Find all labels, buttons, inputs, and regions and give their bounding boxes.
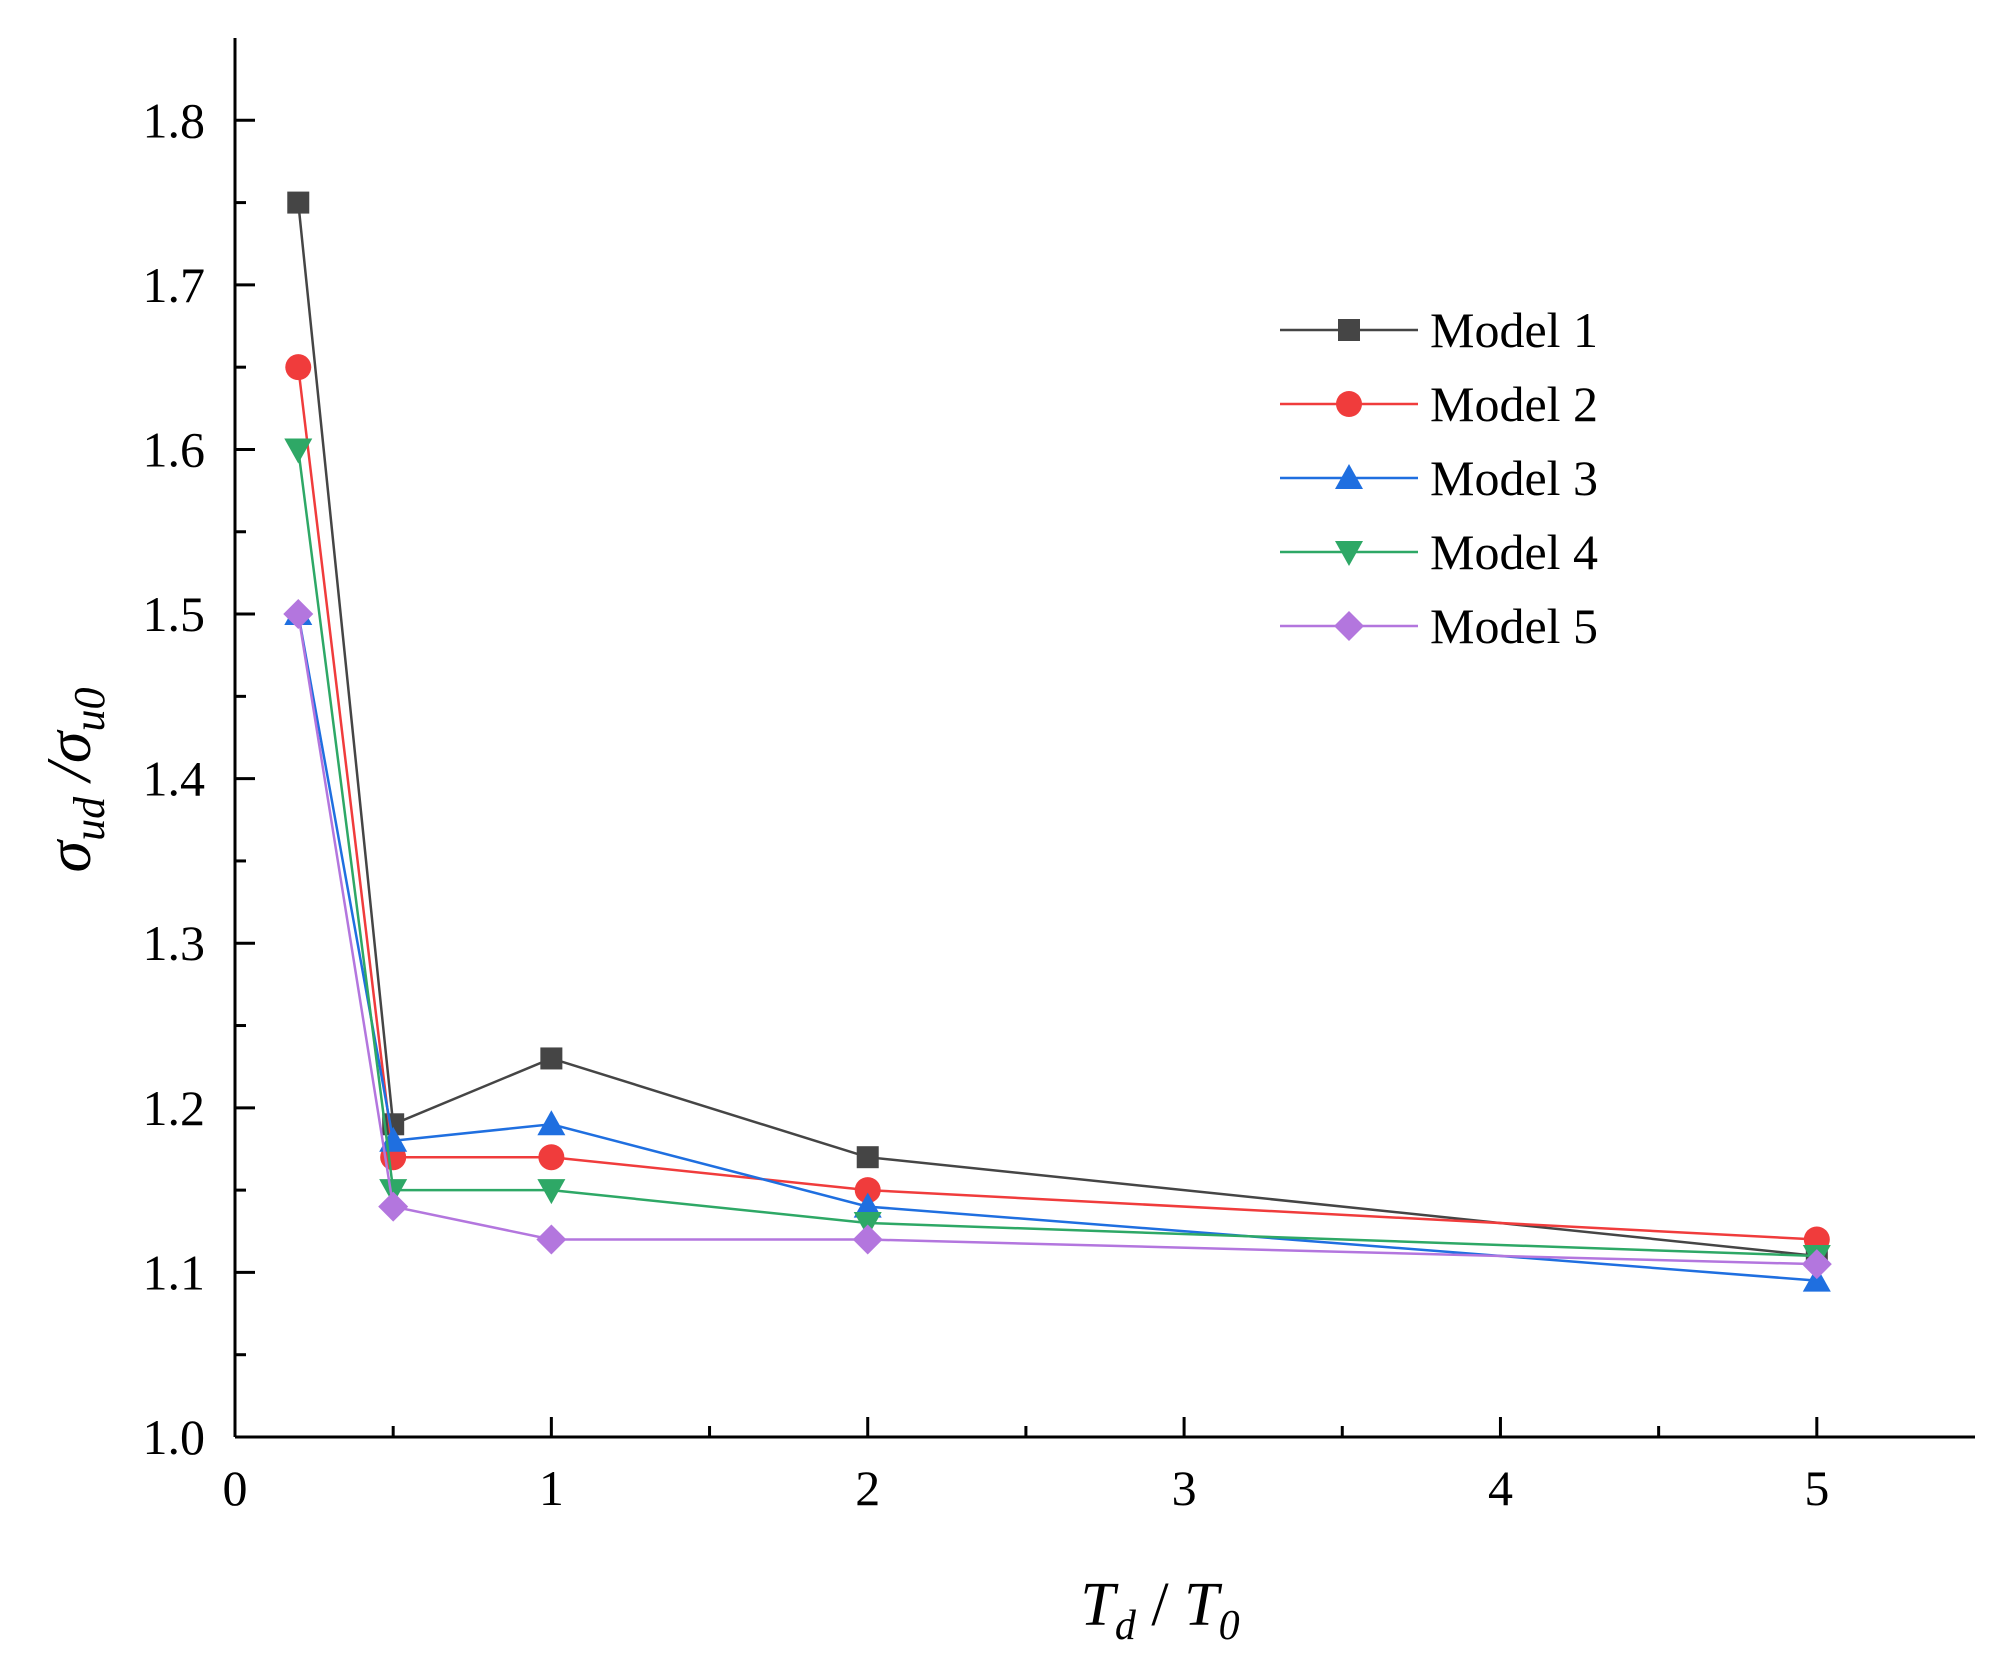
data-point-2-3	[538, 1144, 565, 1171]
data-point-3-4	[853, 1192, 882, 1218]
legend-item-3: Model 3	[1280, 450, 1598, 506]
data-point-4-1	[284, 438, 313, 464]
axes: 0 1 2 3 4 5 1.0 1.1 1.2 1.3 1.4 1.5 1.6 1.7 1.8	[143, 38, 1975, 1516]
x-tick-label: 5	[1804, 1460, 1829, 1516]
y-title-main2: σ	[33, 729, 104, 763]
y-tick-label: 1.2	[143, 1080, 206, 1136]
y-title-sub: ud	[65, 796, 114, 841]
y-tick-label: 1.0	[143, 1409, 206, 1465]
data-point-5-1	[283, 599, 314, 630]
legend-marker-4	[1335, 541, 1363, 566]
y-tick-label: 1.5	[143, 586, 206, 642]
legend-marker-2	[1336, 391, 1362, 417]
series-2	[285, 354, 1830, 1253]
y-tick-label: 1.8	[143, 92, 206, 148]
series-4	[284, 438, 1831, 1270]
x-axis-title: Td / T0	[1080, 1571, 1239, 1649]
legend-item-1: Model 1	[1280, 302, 1598, 358]
x-tick-label: 0	[223, 1460, 248, 1516]
series-line-3	[297, 613, 1817, 1282]
x-tick-label: 2	[855, 1460, 880, 1516]
series-5	[283, 599, 1832, 1280]
plot-area	[283, 191, 1832, 1292]
legend-symbol-4	[1335, 541, 1363, 566]
legend-item-4: Model 4	[1280, 524, 1598, 580]
data-point-4-3	[537, 1179, 566, 1205]
y-tick-label: 1.6	[143, 421, 206, 477]
x-tick-label: 3	[1172, 1460, 1197, 1516]
series-line-5	[297, 613, 1817, 1266]
y-axis-title: σud /σu0	[33, 688, 114, 873]
legend-label-3: Model 3	[1430, 450, 1598, 506]
legend-marker-5	[1334, 611, 1364, 641]
legend-marker-1	[1338, 319, 1360, 341]
legend-symbol-5	[1334, 611, 1364, 641]
data-point-5-5	[1801, 1249, 1832, 1280]
x-tick-label: 1	[539, 1460, 564, 1516]
x-tick-label: 4	[1488, 1460, 1513, 1516]
series-line-1	[297, 202, 1817, 1258]
y-title-main: σ	[33, 838, 104, 872]
y-ticks: 1.0 1.1 1.2 1.3 1.4 1.5 1.6 1.7 1.8	[143, 92, 255, 1465]
data-point-3-2	[379, 1126, 408, 1152]
x-title-sub: d	[1115, 1603, 1137, 1649]
x-title-sep: /	[1136, 1571, 1184, 1639]
legend-item-5: Model 5	[1280, 598, 1598, 654]
y-tick-label: 1.3	[143, 915, 206, 971]
legend-label-5: Model 5	[1430, 598, 1598, 654]
y-tick-label: 1.1	[143, 1244, 206, 1300]
legend: Model 1 Model 2 Model 3 Model 4 Model 5	[1280, 302, 1598, 654]
series-3	[284, 600, 1831, 1292]
x-title-main: T	[1080, 1571, 1119, 1639]
legend-symbol-3	[1335, 464, 1363, 489]
legend-label-4: Model 4	[1430, 524, 1598, 580]
data-point-5-2	[378, 1191, 409, 1222]
y-tick-label: 1.4	[143, 751, 206, 807]
legend-marker-3	[1335, 464, 1363, 489]
legend-symbol-1	[1338, 319, 1360, 341]
data-point-1-3	[540, 1047, 563, 1070]
y-tick-label: 1.7	[143, 257, 206, 313]
legend-label-2: Model 2	[1430, 376, 1598, 432]
data-point-5-3	[536, 1224, 567, 1255]
legend-item-2: Model 2	[1280, 376, 1598, 432]
x-title-main2: T	[1184, 1571, 1223, 1639]
data-point-1-1	[287, 191, 310, 214]
data-point-2-1	[285, 354, 312, 381]
data-point-3-3	[537, 1110, 566, 1136]
legend-symbol-2	[1336, 391, 1362, 417]
data-point-1-4	[856, 1146, 879, 1169]
y-title-sep: /	[33, 758, 104, 797]
x-ticks: 0 1 2 3 4 5	[223, 1417, 1829, 1516]
x-title-sub2: 0	[1219, 1603, 1240, 1649]
data-point-2-4	[854, 1177, 881, 1204]
data-point-5-4	[852, 1224, 883, 1255]
y-title-sub2: u0	[65, 688, 114, 732]
legend-label-1: Model 1	[1430, 302, 1598, 358]
